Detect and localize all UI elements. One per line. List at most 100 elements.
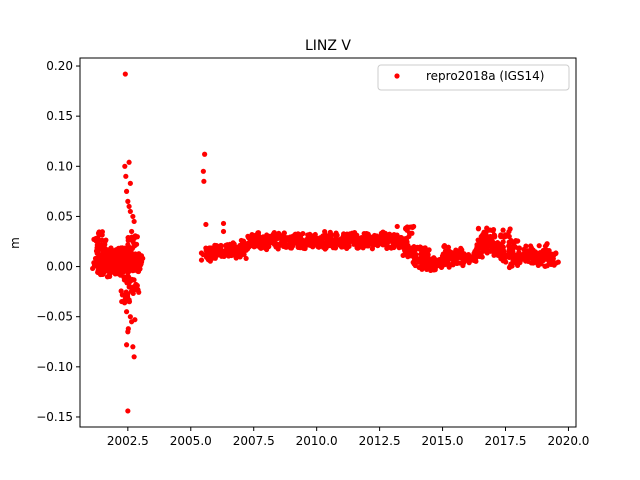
data-point-fill: [391, 244, 397, 251]
data-point-fill: [542, 263, 548, 269]
data-point: [422, 248, 428, 255]
data-point-fill: [136, 289, 142, 295]
data-point: [220, 228, 227, 235]
data-point-fill: [433, 263, 440, 269]
data-point: [130, 238, 136, 245]
data-point-fill: [230, 240, 236, 246]
data-point-fill: [405, 248, 411, 255]
x-tick-label: 2017.5: [485, 434, 527, 448]
data-point-fill: [544, 241, 550, 247]
y-tick-label: 0.05: [46, 209, 73, 223]
data-point-fill: [134, 234, 140, 240]
data-point: [131, 354, 137, 360]
data-point-fill: [413, 252, 419, 258]
data-point-fill: [481, 244, 487, 250]
data-point-fill: [301, 243, 307, 249]
data-point: [126, 203, 132, 210]
data-point-fill: [447, 256, 454, 262]
y-tick-label: −0.05: [36, 310, 73, 324]
data-point-fill: [238, 237, 244, 244]
data-point-fill: [326, 242, 333, 249]
data-point-fill: [477, 238, 483, 244]
data-point-fill: [328, 232, 335, 238]
data-point-fill: [265, 234, 271, 240]
data-point-fill: [126, 297, 132, 303]
data-point-fill: [506, 248, 512, 254]
x-axis: 2002.5 2005.0 2007.5 2010.0 2012.5 2015.0 2017…: [107, 427, 589, 448]
data-point-fill: [380, 240, 386, 246]
data-point-fill: [500, 258, 506, 264]
data-point: [487, 233, 493, 240]
data-point-fill: [281, 230, 287, 236]
data-point-fill: [228, 252, 234, 259]
data-point-fill: [536, 251, 542, 257]
data-point-fill: [340, 241, 347, 247]
data-point-fill: [319, 237, 325, 243]
y-axis-label: m: [8, 237, 22, 249]
data-point-fill: [441, 253, 447, 259]
data-point-fill: [282, 241, 289, 247]
data-point-fill: [120, 269, 126, 275]
data-point-fill: [404, 252, 411, 259]
data-point-fill: [500, 227, 506, 233]
data-point-fill: [536, 243, 542, 249]
data-point: [407, 230, 413, 237]
data-point-fill: [516, 256, 522, 262]
data-points: [90, 71, 561, 414]
data-point-fill: [124, 268, 131, 274]
data-point-fill: [475, 226, 482, 232]
data-point: [127, 180, 133, 186]
data-point-fill: [103, 237, 109, 243]
data-point: [550, 255, 556, 262]
data-point-fill: [525, 258, 531, 265]
data-point-fill: [300, 230, 306, 237]
data-point-fill: [100, 253, 106, 259]
data-point-fill: [214, 251, 220, 257]
data-point-fill: [506, 239, 512, 245]
data-point: [123, 188, 130, 194]
data-point-fill: [290, 239, 296, 245]
data-point-fill: [531, 251, 537, 257]
data-point: [200, 168, 206, 174]
y-tick-label: 0.00: [46, 260, 73, 274]
data-point: [122, 294, 128, 300]
data-point-fill: [420, 259, 426, 265]
data-point-fill: [369, 236, 375, 242]
data-point: [122, 71, 128, 77]
data-point-fill: [205, 257, 211, 263]
data-point: [220, 220, 227, 227]
data-point: [334, 236, 340, 243]
data-point-fill: [398, 235, 405, 241]
plot-frame: [79, 57, 577, 428]
data-point-fill: [320, 242, 326, 248]
data-point: [135, 259, 141, 266]
data-point-fill: [515, 238, 521, 244]
y-axis: −0.15 −0.10 −0.05 0.00 0.05 0.10 0.15 0.20: [36, 59, 80, 424]
x-tick-label: 2005.0: [170, 434, 212, 448]
x-tick-label: 2020.0: [547, 434, 589, 448]
data-point-fill: [404, 235, 410, 242]
data-point-fill: [445, 244, 452, 250]
data-point-fill: [127, 283, 133, 289]
data-point-fill: [500, 239, 506, 245]
data-point: [201, 178, 207, 184]
data-point-fill: [126, 235, 132, 241]
x-tick-label: 2007.5: [233, 434, 275, 448]
data-point-fill: [119, 298, 125, 305]
data-point: [125, 273, 131, 280]
data-point-fill: [209, 249, 215, 255]
data-point-fill: [265, 243, 271, 249]
data-point-fill: [417, 246, 423, 252]
data-point-fill: [390, 232, 396, 239]
data-point-fill: [135, 268, 142, 275]
data-point-fill: [95, 248, 101, 255]
data-point-fill: [198, 257, 205, 263]
data-point: [444, 249, 451, 256]
data-point-fill: [239, 247, 245, 253]
data-point: [129, 228, 135, 235]
data-point-fill: [495, 241, 502, 247]
data-point-fill: [416, 264, 422, 271]
data-point: [123, 309, 130, 315]
data-point-fill: [96, 237, 102, 243]
